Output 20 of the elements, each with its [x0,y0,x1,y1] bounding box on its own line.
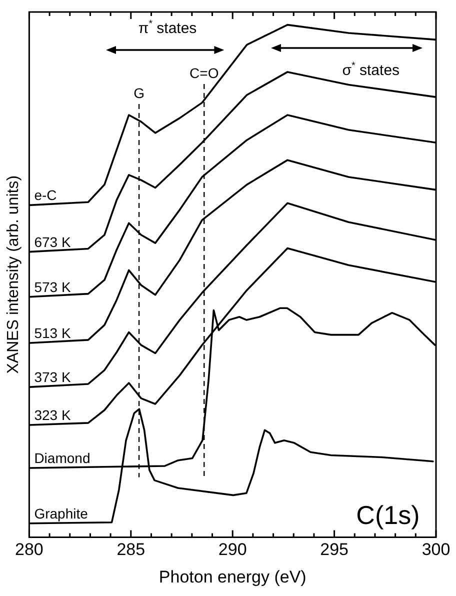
series-label: 573 K [34,278,72,295]
ref-line-label: G [134,85,144,101]
x-tick-label: 300 [422,540,450,560]
y-axis-title: XANES intensity (arb. units) [5,175,22,374]
annotation: σ* states [342,60,400,80]
series-label: e-C [34,187,57,204]
series-label: 673 K [34,234,72,250]
x-tick-label: 285 [116,540,146,560]
annotation: π* states [138,18,197,38]
x-tick-label: 280 [15,540,44,560]
x-tick-label: 290 [218,540,247,560]
series-label: 373 K [34,369,72,386]
series-label: Graphite [34,505,88,522]
series-label: 513 K [34,325,72,342]
annotation: C(1s) [356,500,420,530]
series-label: Diamond [34,450,90,466]
x-tick-label: 295 [320,540,348,560]
series-label: 323 K [34,406,72,423]
x-axis-title: Photon energy (eV) [158,567,306,586]
ref-line-label: C=O [190,65,219,81]
